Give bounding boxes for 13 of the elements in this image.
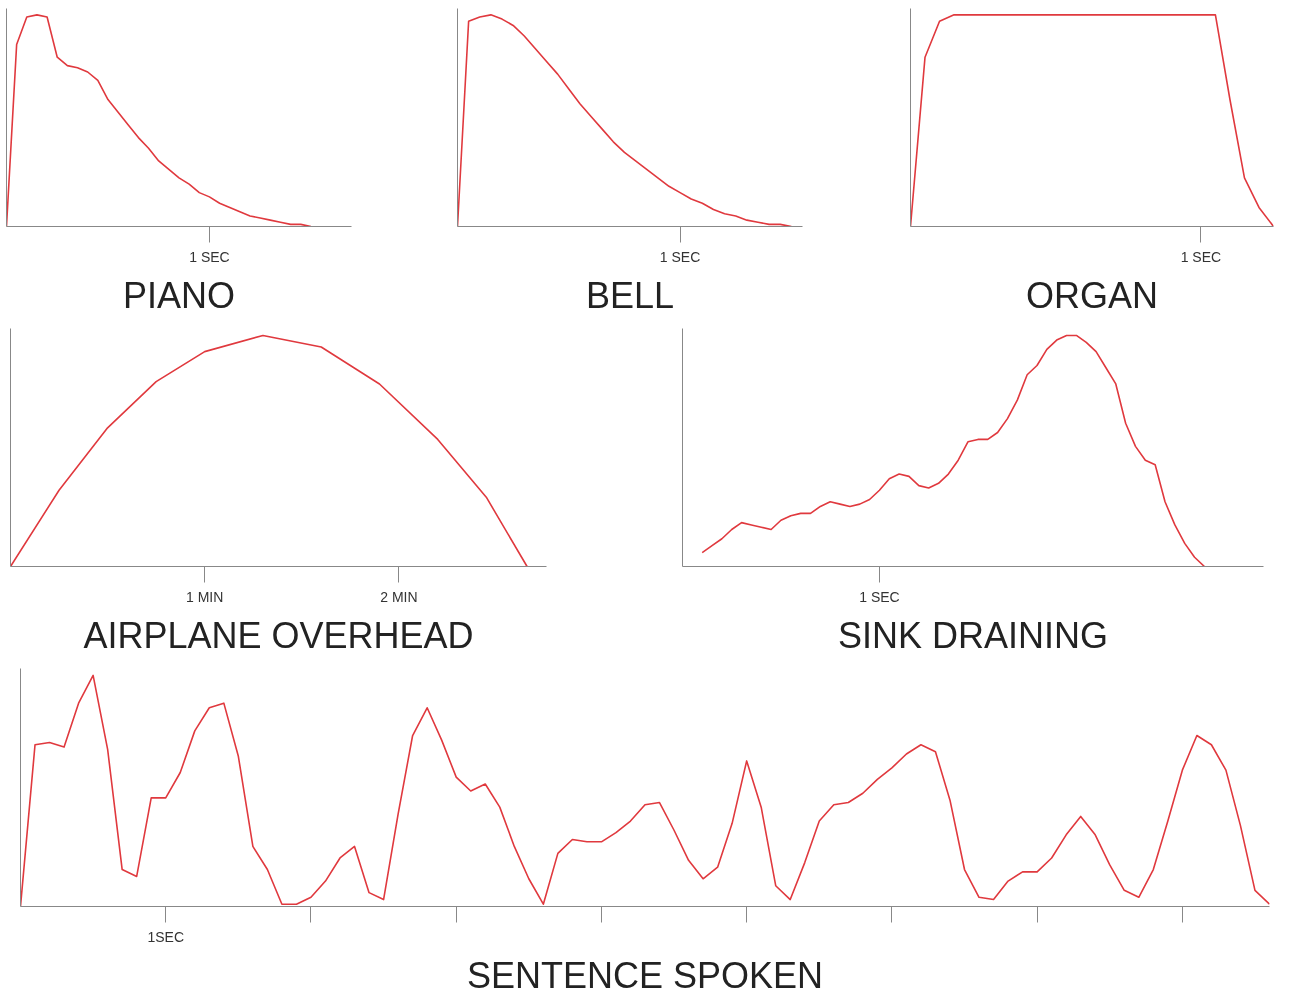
text: 1 SEC <box>1180 248 1222 265</box>
x-tick-label: 2 MIN <box>380 588 418 605</box>
text: PIANO <box>122 274 236 316</box>
text: ORGAN <box>1025 274 1159 316</box>
text: 1SEC <box>147 928 185 945</box>
text: SINK DRAINING <box>837 614 1109 656</box>
text: 1 SEC <box>189 248 230 265</box>
text: SENTENCE SPOKEN <box>466 954 824 996</box>
text: AIRPLANE OVERHEAD <box>83 614 474 656</box>
x-tick-label: 1 MIN <box>186 588 224 605</box>
text: 1 SEC <box>659 248 701 265</box>
text: BELL <box>585 274 675 316</box>
text: 1 SEC <box>859 588 900 605</box>
